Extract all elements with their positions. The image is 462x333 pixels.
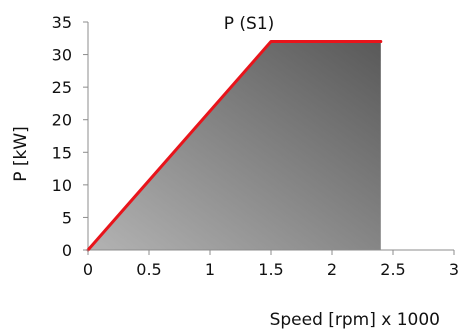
x-tick-label: 2 — [327, 260, 337, 279]
x-tick-label: 2.5 — [380, 260, 405, 279]
y-tick-label: 25 — [52, 78, 72, 97]
y-tick-labels: 0 5 10 15 20 25 30 35 — [52, 13, 88, 260]
x-tick-label: 0 — [83, 260, 93, 279]
y-tick-label: 35 — [52, 13, 72, 32]
x-tick-label: 1 — [205, 260, 215, 279]
x-tick-labels: 0 0.5 1 1.5 2 2.5 3 — [83, 250, 459, 279]
power-area-fill — [88, 41, 381, 250]
y-tick-label: 20 — [52, 111, 72, 130]
y-tick-label: 10 — [52, 176, 72, 195]
y-tick-label: 5 — [62, 208, 72, 227]
y-tick-label: 30 — [52, 46, 72, 65]
y-tick-label: 0 — [62, 241, 72, 260]
x-tick-label: 1.5 — [258, 260, 283, 279]
chart-title: P (S1) — [224, 14, 275, 34]
y-tick-label: 15 — [52, 143, 72, 162]
x-tick-label: 0.5 — [136, 260, 161, 279]
x-axis-title: Speed [rpm] x 1000 — [270, 310, 440, 330]
area-layer — [88, 41, 381, 250]
y-axis-title: P [kW] — [11, 126, 31, 182]
x-tick-label: 3 — [449, 260, 459, 279]
